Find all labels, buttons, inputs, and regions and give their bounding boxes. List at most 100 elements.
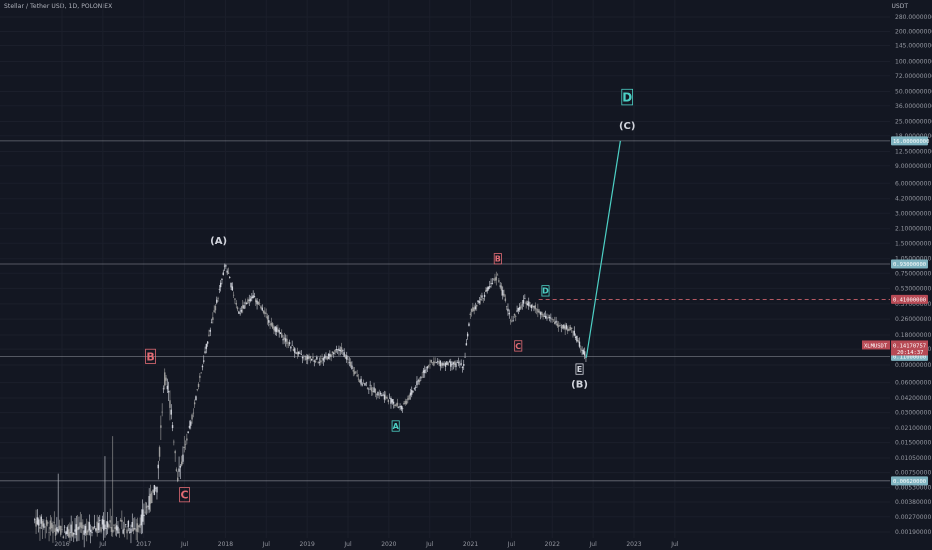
level-tag-bg bbox=[891, 476, 928, 486]
candle-body bbox=[95, 528, 97, 531]
level-tag-bg bbox=[891, 294, 928, 304]
candle-body bbox=[547, 317, 549, 319]
candle-body bbox=[421, 376, 423, 378]
candle-body bbox=[73, 532, 75, 535]
candle-body bbox=[373, 387, 375, 393]
candle-body bbox=[101, 519, 104, 525]
time-tick-label: Jul bbox=[670, 541, 679, 548]
wave-label-text: E bbox=[577, 365, 582, 374]
candle-body bbox=[447, 362, 449, 366]
candle-body bbox=[108, 524, 110, 528]
wave-label: E bbox=[575, 363, 584, 375]
wave-label: B bbox=[145, 348, 156, 364]
wave-label-text: A bbox=[393, 422, 400, 431]
price-tick-label: 36.00000000 bbox=[895, 103, 932, 110]
price-tick-label: 50.00000000 bbox=[895, 89, 932, 96]
candle-body bbox=[121, 519, 123, 522]
candle-body bbox=[572, 331, 574, 333]
candle-body bbox=[578, 341, 581, 347]
candle-body bbox=[118, 532, 120, 533]
candle-body bbox=[63, 526, 66, 528]
candle-body bbox=[335, 349, 338, 351]
candle-body bbox=[292, 349, 295, 351]
candle-body bbox=[525, 301, 527, 305]
level-tag-bg bbox=[891, 136, 928, 146]
candle-body bbox=[476, 304, 478, 307]
candle-body bbox=[486, 287, 488, 292]
candle-body bbox=[444, 363, 447, 367]
wave-labels: B C (A) A B C D E (B) D (C) bbox=[145, 88, 635, 503]
candle-body bbox=[542, 314, 544, 317]
candle-body bbox=[386, 397, 388, 399]
symbol-title[interactable]: Stellar / Tether USD, 1D, POLONIEX bbox=[4, 3, 113, 10]
candle-body bbox=[87, 529, 89, 533]
candle-body bbox=[232, 294, 235, 296]
candle-body bbox=[221, 279, 223, 280]
candle-body bbox=[264, 311, 266, 315]
candle-body bbox=[230, 282, 232, 288]
level-tag-label: 16.00000000 bbox=[893, 139, 929, 145]
candle-body bbox=[258, 303, 261, 305]
candle-body bbox=[344, 355, 347, 359]
candle-body bbox=[309, 356, 312, 359]
candle-body bbox=[165, 377, 167, 381]
candle-body bbox=[357, 378, 360, 380]
price-tick-label: 0.75000000 bbox=[895, 270, 931, 277]
candle-body bbox=[534, 305, 536, 310]
candle-body bbox=[281, 333, 283, 338]
candle-body bbox=[69, 531, 71, 538]
candle-body bbox=[201, 365, 204, 368]
candle-body bbox=[348, 362, 351, 363]
candle-body bbox=[266, 316, 269, 320]
candle-body bbox=[126, 529, 128, 534]
candle-body bbox=[66, 527, 68, 535]
price-tick-label: 18.00000000 bbox=[895, 133, 932, 140]
candle-body bbox=[377, 392, 379, 396]
candle-body bbox=[431, 362, 434, 363]
price-tick-label: 0.01050000 bbox=[895, 455, 931, 462]
candle-body bbox=[147, 506, 149, 507]
candle-body bbox=[446, 361, 448, 365]
price-tick-label: 0.09000000 bbox=[895, 362, 931, 369]
candle-body bbox=[167, 391, 170, 393]
candle-body bbox=[104, 524, 106, 529]
candle-body bbox=[229, 277, 231, 278]
candle-body bbox=[365, 382, 367, 384]
candle-body bbox=[401, 408, 404, 410]
wave-label-text: D bbox=[542, 287, 549, 296]
candle-body bbox=[196, 389, 198, 391]
candle-body bbox=[79, 522, 81, 528]
candle-body bbox=[339, 349, 341, 352]
candle-body bbox=[349, 361, 352, 367]
candle-body bbox=[110, 526, 113, 532]
candle-body bbox=[242, 305, 244, 309]
candle-body bbox=[561, 324, 564, 329]
candle-body bbox=[164, 372, 166, 386]
candle-body bbox=[297, 351, 300, 355]
candle-body bbox=[429, 364, 431, 365]
price-tick-label: 0.00380000 bbox=[895, 499, 931, 506]
candle-body bbox=[43, 523, 45, 528]
wave-label-box bbox=[621, 88, 633, 106]
candle-body bbox=[425, 369, 427, 371]
wave-label-box bbox=[575, 363, 584, 375]
candle-body bbox=[127, 520, 130, 527]
time-tick-label: Jul bbox=[180, 541, 189, 548]
time-tick-label: Jul bbox=[98, 541, 107, 548]
candle-body bbox=[128, 532, 131, 533]
candle-body bbox=[443, 363, 445, 365]
candle-body bbox=[360, 378, 362, 385]
price-tick-label: 145.00000000 bbox=[895, 42, 932, 49]
candle-body bbox=[518, 307, 521, 310]
candle-body bbox=[268, 320, 270, 323]
candle-body bbox=[567, 328, 569, 332]
candle-body bbox=[456, 362, 458, 363]
candle-body bbox=[560, 326, 562, 328]
time-tick-label: 2021 bbox=[463, 541, 478, 548]
wave-label: B bbox=[493, 253, 502, 265]
candle-body bbox=[395, 404, 397, 406]
candle-body bbox=[452, 362, 455, 365]
candle-body bbox=[212, 317, 214, 321]
candle-body bbox=[125, 524, 127, 525]
